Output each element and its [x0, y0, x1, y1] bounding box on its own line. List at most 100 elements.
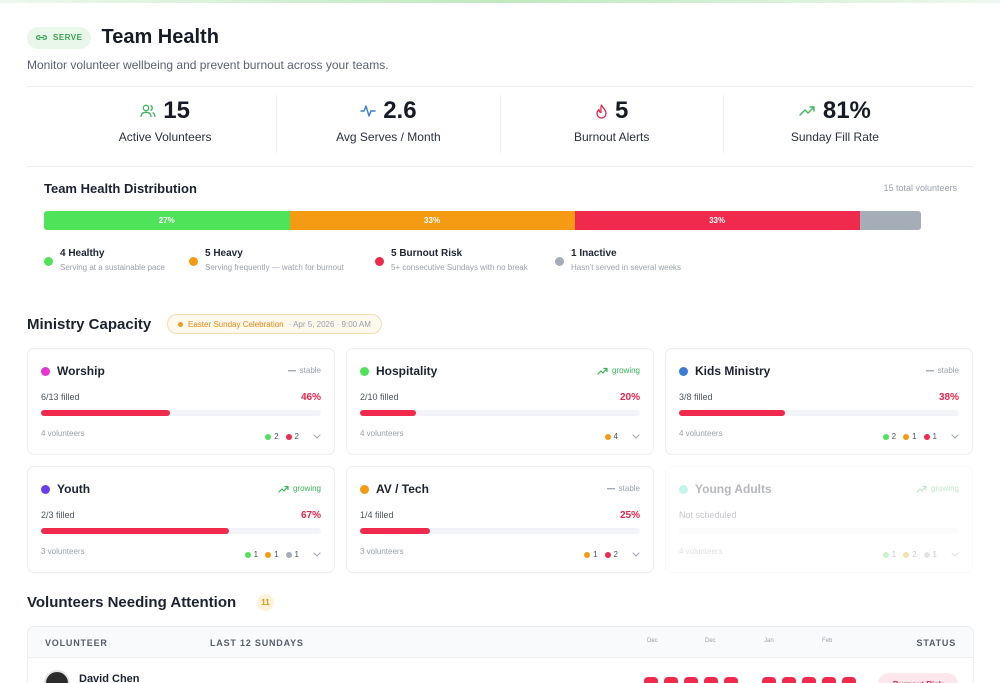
- chevron-down-icon[interactable]: [951, 552, 959, 557]
- status-count-value: 1: [274, 550, 279, 559]
- expand-toggle[interactable]: [951, 552, 959, 557]
- ministry-card[interactable]: Kids Ministry stable 3/8 filled 38% 4 volunt…: [665, 348, 973, 455]
- ministry-card[interactable]: Hospitality growing 2/10 filled 20% 4 volunt…: [346, 348, 654, 455]
- filled-count: 2/10 filled: [360, 392, 399, 402]
- event-dot: [178, 321, 183, 327]
- fill-bar-track: [41, 528, 321, 534]
- sunday-served-square: [664, 677, 678, 683]
- expand-toggle[interactable]: [313, 552, 321, 557]
- legend-title: 1 Inactive: [571, 248, 617, 259]
- legend-desc: Hasn't served in several weeks: [571, 263, 682, 272]
- stat-burnout-alerts: 5 Burnout Alerts: [501, 95, 724, 153]
- top-accent-line: [0, 0, 1000, 3]
- sunday-served-square: [644, 677, 658, 683]
- chevron-down-icon[interactable]: [313, 552, 321, 557]
- expand-toggle[interactable]: [313, 434, 321, 439]
- fill-bar: [360, 528, 430, 534]
- legend-desc: Serving at a sustainable pace: [60, 263, 165, 272]
- col-volunteer: VOLUNTEER: [45, 638, 108, 648]
- legend-title: 4 Healthy: [60, 248, 105, 259]
- page-subtitle: Monitor volunteer wellbeing and prevent …: [27, 58, 389, 72]
- legend-burnout: 5 Burnout Risk 5+ consecutive Sundays wit…: [375, 248, 555, 272]
- status-dot: [604, 433, 611, 440]
- volunteer-count: 4 volunteers: [360, 429, 404, 438]
- stat-avg-serves: 2.6 Avg Serves / Month: [277, 95, 501, 153]
- status-counts: 1 2 1: [882, 550, 959, 559]
- sunday-served-square: [782, 677, 796, 683]
- table-row[interactable]: David Chen: [28, 658, 973, 683]
- trend-label: growing: [611, 366, 640, 375]
- sunday-served-square: [704, 677, 718, 683]
- segment-inactive: [859, 211, 921, 230]
- event-date: · Apr 5, 2026 · 9:00 AM: [288, 319, 371, 329]
- status-dot: [285, 433, 292, 440]
- status-dot: [584, 551, 591, 558]
- ministry-card[interactable]: Young Adults growing Not scheduled 4 volunt…: [665, 466, 973, 573]
- chevron-down-icon[interactable]: [313, 434, 321, 439]
- trend-indicator: stable: [925, 366, 959, 375]
- stat-value: 15: [163, 97, 190, 124]
- ministry-card[interactable]: Worship stable 6/13 filled 46% 4 volunteers 2…: [27, 348, 335, 455]
- trend-indicator: stable: [606, 484, 640, 493]
- event-selector[interactable]: Easter Sunday Celebration · Apr 5, 2026 …: [167, 314, 382, 334]
- status-count-value: 1: [932, 550, 937, 559]
- ministry-card[interactable]: Youth growing 2/3 filled 67% 3 volunteers 1 1 1: [27, 466, 335, 573]
- volunteer-name: David Chen: [79, 673, 140, 683]
- expand-toggle[interactable]: [632, 552, 640, 557]
- chevron-down-icon[interactable]: [632, 434, 640, 439]
- stat-label: Active Volunteers: [118, 130, 212, 144]
- status-dot: [265, 433, 272, 440]
- fill-bar: [360, 410, 416, 416]
- volunteer-count: 3 volunteers: [360, 547, 404, 556]
- stat-label: Burnout Alerts: [573, 130, 650, 144]
- status-dot: [265, 551, 272, 558]
- status-count-value: 2: [891, 432, 897, 441]
- page-title: Team Health: [101, 26, 219, 48]
- expand-toggle[interactable]: [632, 434, 640, 439]
- trend-indicator: growing: [278, 484, 321, 493]
- fill-bar-track: [360, 528, 640, 534]
- status-count: 1: [923, 432, 937, 441]
- stat-active-volunteers: 15 Active Volunteers: [54, 95, 278, 153]
- legend-inactive: 1 Inactive Hasn't served in several weeks: [555, 248, 715, 272]
- filled-count: 2/3 filled: [41, 510, 75, 520]
- serve-badge: SERVE: [27, 26, 92, 49]
- status-dot: [244, 551, 251, 558]
- trending-up-icon: [799, 106, 815, 116]
- status-dot: [903, 551, 910, 558]
- status-dot: [604, 551, 611, 558]
- segment-burnout: 33%: [574, 211, 860, 230]
- trend-indicator: stable: [287, 366, 321, 375]
- fill-percent: 20%: [619, 392, 640, 403]
- ministry-name: Youth: [57, 482, 91, 496]
- legend-dot: [44, 257, 53, 266]
- col-last-sundays: LAST 12 SUNDAYS: [210, 638, 304, 648]
- expand-toggle[interactable]: [951, 434, 959, 439]
- filled-count: 1/4 filled: [360, 510, 394, 520]
- fill-bar-track: [679, 528, 959, 534]
- filled-count: 6/13 filled: [41, 392, 80, 402]
- ministry-card[interactable]: AV / Tech stable 1/4 filled 25% 3 volunteers…: [346, 466, 654, 573]
- status-dot: [923, 551, 930, 558]
- status-count: 1: [903, 432, 917, 441]
- distribution-title: Team Health Distribution: [44, 181, 197, 196]
- filled-count: 3/8 filled: [679, 392, 713, 402]
- ministry-name: AV / Tech: [376, 482, 429, 496]
- ministry-name: Hospitality: [376, 364, 438, 378]
- ministry-dot: [679, 366, 688, 376]
- ministry-dot: [679, 484, 688, 494]
- fill-bar-track: [41, 410, 321, 416]
- status-count-value: 1: [932, 432, 937, 441]
- chevron-down-icon[interactable]: [951, 434, 959, 439]
- fill-bar-track: [679, 410, 959, 416]
- trend-label: growing: [930, 484, 959, 493]
- ministry-dot: [360, 484, 369, 494]
- status-count-value: 1: [912, 432, 917, 441]
- attention-count-badge: 11: [257, 594, 274, 611]
- flame-icon: [596, 103, 607, 119]
- status-dot: [285, 551, 292, 558]
- stat-label: Avg Serves / Month: [336, 130, 441, 144]
- chevron-down-icon[interactable]: [632, 552, 640, 557]
- header-divider: [27, 86, 973, 87]
- status-count-value: 4: [613, 432, 618, 441]
